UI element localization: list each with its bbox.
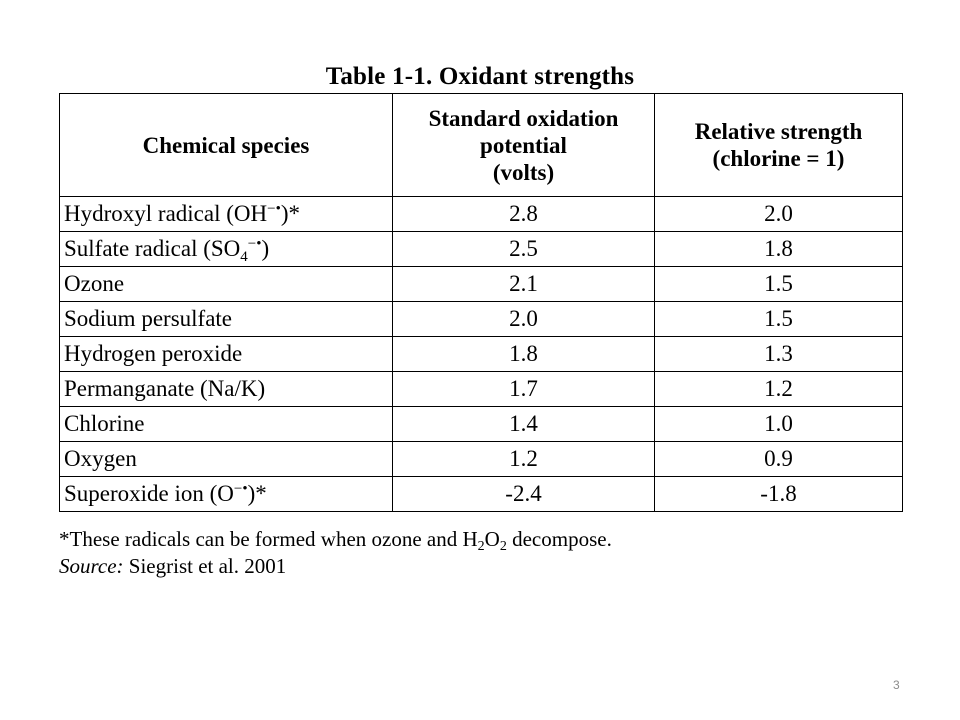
cell-potential: 2.8 xyxy=(392,196,655,232)
table-row: Superoxide ion (O−•)* -2.4 -1.8 xyxy=(59,476,903,512)
table-row: Oxygen 1.2 0.9 xyxy=(59,441,903,477)
source-label: Source: xyxy=(59,554,124,578)
page-number: 3 xyxy=(893,678,900,692)
cell-relative-strength: 1.2 xyxy=(654,371,903,407)
cell-species: Chlorine xyxy=(59,406,393,442)
cell-relative-strength: 1.3 xyxy=(654,336,903,372)
species-text: Hydrogen peroxide xyxy=(64,341,243,366)
header-relative-strength: Relative strength (chlorine = 1) xyxy=(654,93,903,197)
cell-species: Ozone xyxy=(59,266,393,302)
cell-species: Permanganate (Na/K) xyxy=(59,371,393,407)
cell-relative-strength: 1.0 xyxy=(654,406,903,442)
cell-relative-strength: 0.9 xyxy=(654,441,903,477)
table-body: Hydroxyl radical (OH−•)* 2.8 2.0 Sulfate ra… xyxy=(59,196,903,512)
cell-species: Sulfate radical (SO4−•) xyxy=(59,231,393,267)
cell-potential: -2.4 xyxy=(392,476,655,512)
header-text: Relative strength xyxy=(694,119,863,144)
header-oxidation-potential: Standard oxidation potential (volts) xyxy=(392,93,655,197)
species-text: Sodium persulfate xyxy=(64,306,232,331)
table-row: Ozone 2.1 1.5 xyxy=(59,266,903,302)
footnote: *These radicals can be formed when ozone… xyxy=(59,526,612,554)
cell-relative-strength: 1.5 xyxy=(654,301,903,337)
footnote-subscript: 2 xyxy=(499,539,507,554)
cell-potential: 1.4 xyxy=(392,406,655,442)
cell-relative-strength: 2.0 xyxy=(654,196,903,232)
species-superscript: −• xyxy=(267,201,281,217)
table-row: Sodium persulfate 2.0 1.5 xyxy=(59,301,903,337)
table-row: Hydroxyl radical (OH−•)* 2.8 2.0 xyxy=(59,196,903,232)
header-text: potential xyxy=(480,132,567,158)
cell-relative-strength: 1.8 xyxy=(654,231,903,267)
table-title: Table 1-1. Oxidant strengths xyxy=(325,63,635,90)
species-text: Chlorine xyxy=(64,411,145,436)
header-text: (chlorine = 1) xyxy=(712,146,845,171)
cell-species: Hydroxyl radical (OH−•)* xyxy=(59,196,393,232)
cell-relative-strength: -1.8 xyxy=(654,476,903,512)
source-citation: Source: Siegrist et al. 2001 xyxy=(59,553,286,579)
table-header-row: Chemical species Standard oxidation pote… xyxy=(59,93,903,197)
cell-species: Hydrogen peroxide xyxy=(59,336,393,372)
species-text: ) xyxy=(261,236,270,261)
species-text: Sulfate radical (SO xyxy=(64,236,241,261)
header-text: (volts) xyxy=(492,159,555,185)
table-row: Hydrogen peroxide 1.8 1.3 xyxy=(59,336,903,372)
cell-relative-strength: 1.5 xyxy=(654,266,903,302)
header-text: Standard oxidation xyxy=(428,105,619,131)
cell-species: Superoxide ion (O−•)* xyxy=(59,476,393,512)
table-row: Sulfate radical (SO4−•) 2.5 1.8 xyxy=(59,231,903,267)
cell-potential: 1.7 xyxy=(392,371,655,407)
cell-potential: 2.1 xyxy=(392,266,655,302)
footnote-text: decompose. xyxy=(506,527,612,551)
table-row: Chlorine 1.4 1.0 xyxy=(59,406,903,442)
species-text: Oxygen xyxy=(64,446,137,471)
species-text: Superoxide ion (O xyxy=(64,481,234,506)
species-text: Ozone xyxy=(64,271,125,296)
footnote-text: O xyxy=(484,527,500,551)
species-text: )* xyxy=(280,201,300,226)
species-text: Permanganate (Na/K) xyxy=(64,376,266,401)
header-chemical-species: Chemical species xyxy=(59,93,393,197)
source-text: Siegrist et al. 2001 xyxy=(123,554,287,578)
table-row: Permanganate (Na/K) 1.7 1.2 xyxy=(59,371,903,407)
species-superscript: −• xyxy=(247,236,262,252)
footnote-text: *These radicals can be formed when ozone… xyxy=(59,527,478,551)
species-subscript: 4 xyxy=(240,249,248,265)
cell-species: Sodium persulfate xyxy=(59,301,393,337)
cell-potential: 2.0 xyxy=(392,301,655,337)
header-text: Chemical species xyxy=(142,132,310,158)
cell-potential: 1.2 xyxy=(392,441,655,477)
oxidant-table: Chemical species Standard oxidation pote… xyxy=(59,93,903,512)
footnote-subscript: 2 xyxy=(477,539,485,554)
cell-species: Oxygen xyxy=(59,441,393,477)
species-superscript: −• xyxy=(233,481,248,497)
species-text: )* xyxy=(247,481,267,506)
species-text: Hydroxyl radical (OH xyxy=(64,201,268,226)
cell-potential: 2.5 xyxy=(392,231,655,267)
cell-potential: 1.8 xyxy=(392,336,655,372)
